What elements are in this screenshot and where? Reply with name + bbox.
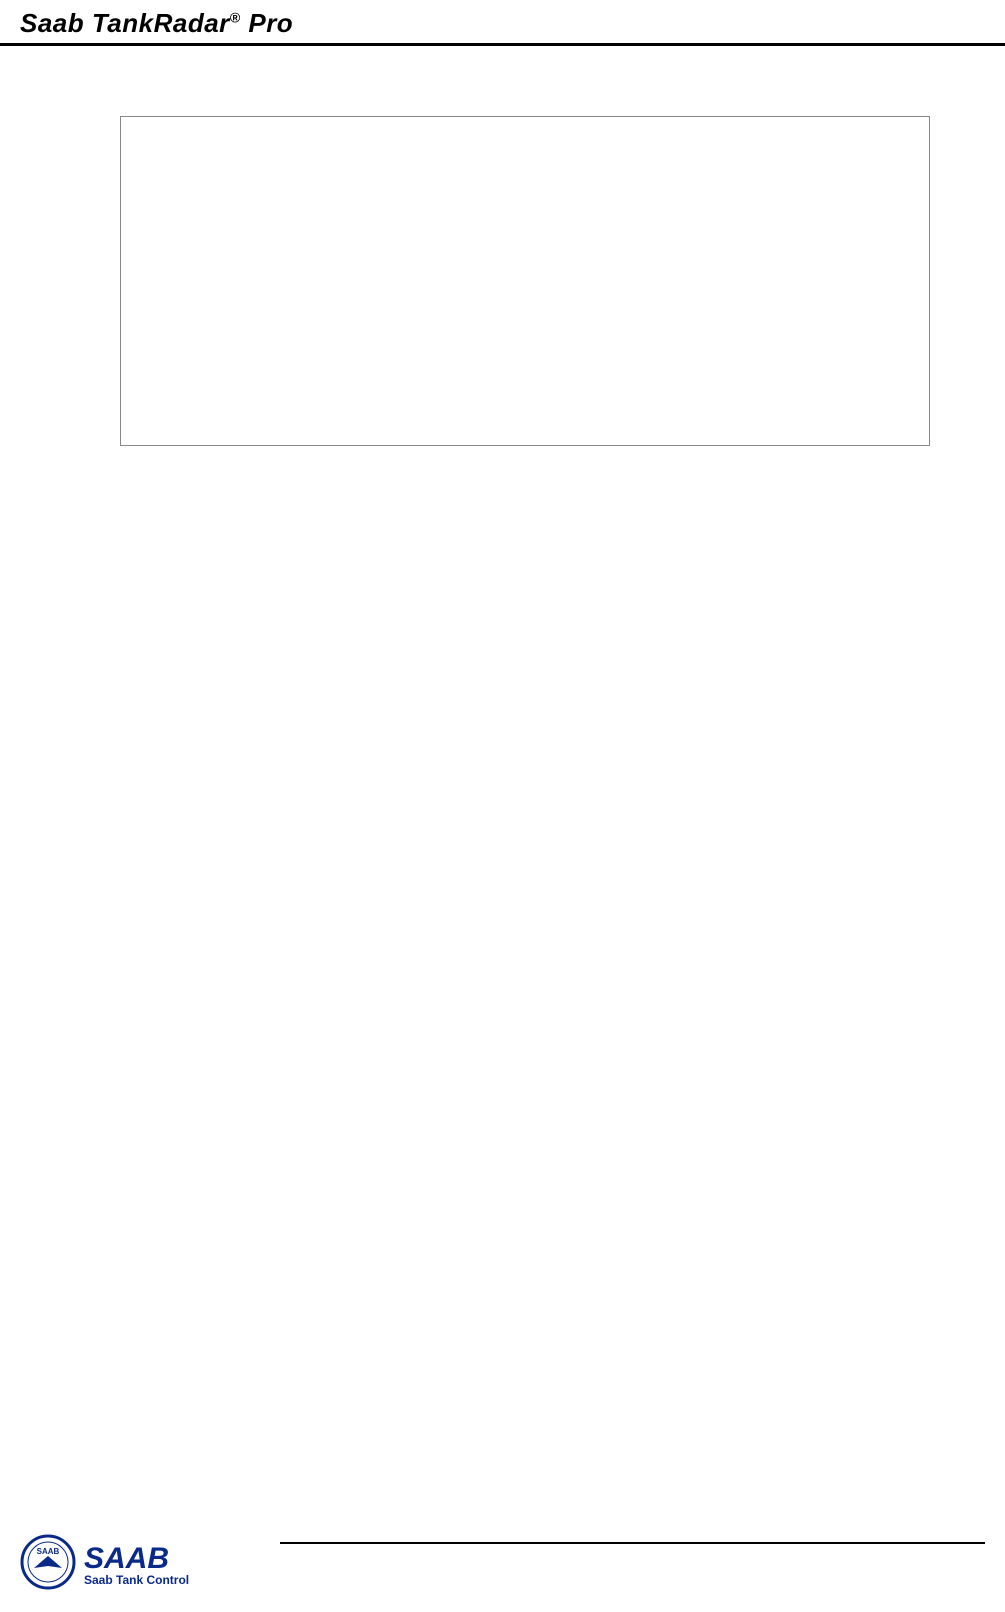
- header-product-text: Saab TankRadar® Pro: [20, 8, 293, 38]
- logo-subtext: Saab Tank Control: [84, 1573, 189, 1587]
- footer-rule: [280, 1542, 985, 1544]
- content-area: [0, 46, 1005, 446]
- figure-measurement-principle: [120, 116, 930, 446]
- figure-svg: [121, 117, 931, 447]
- footer-meta: [765, 1562, 865, 1580]
- header-product: Saab TankRadar® Pro: [20, 8, 293, 39]
- logo-text: SAAB: [84, 1542, 169, 1575]
- svg-text:SAAB: SAAB: [37, 1547, 60, 1556]
- page-header: Saab TankRadar® Pro: [0, 0, 1005, 46]
- page-footer: SAAB SAAB Saab Tank Control: [20, 1532, 985, 1592]
- saab-logo-svg: SAAB SAAB Saab Tank Control: [20, 1534, 270, 1590]
- footer-logo: SAAB SAAB Saab Tank Control: [20, 1534, 270, 1590]
